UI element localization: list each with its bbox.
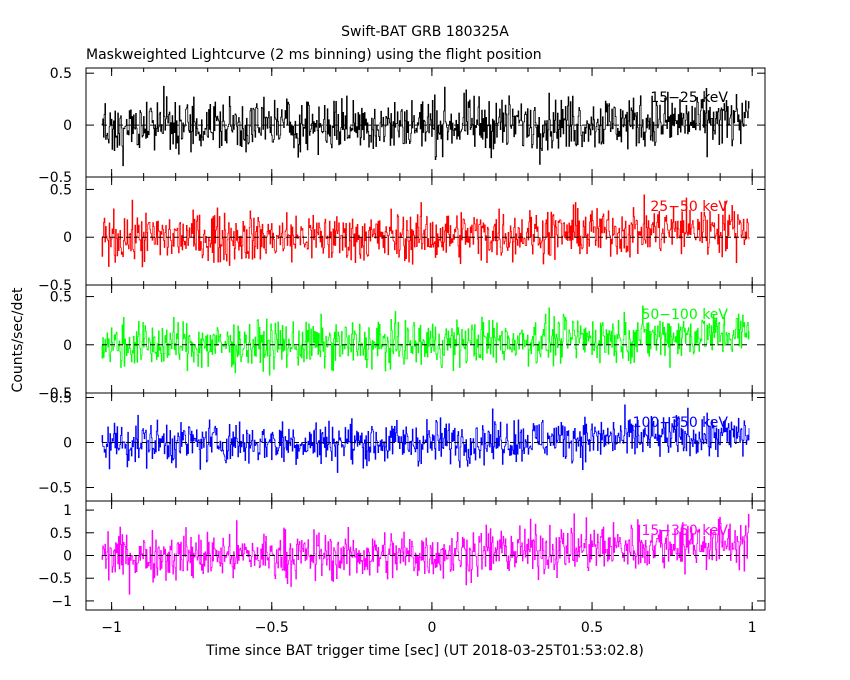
y-tick-label: 0.5: [50, 182, 72, 198]
y-tick-label: −0.5: [38, 170, 72, 186]
x-tick-label: −0.5: [255, 620, 289, 636]
x-tick-label: −1: [101, 620, 122, 636]
band-label: 100−350 keV: [633, 415, 729, 431]
series-line: [101, 85, 750, 167]
x-axis-ticks: −1 −0.5 0 0.5 1: [101, 620, 756, 636]
panel-5: −1 −0.5 0 0.5 1 15−350 keV: [38, 500, 766, 611]
y-tick-label: 0.5: [50, 290, 72, 306]
y-tick-label: 0: [63, 338, 72, 354]
y-tick-label: 1: [63, 503, 72, 519]
panel-3: −0.5 0 0.5 50−100 keV: [38, 284, 766, 402]
band-label: 25−50 keV: [650, 199, 728, 215]
series-line: [101, 513, 750, 595]
band-label: 15−350 keV: [641, 523, 728, 539]
x-tick-label: 0.5: [581, 620, 603, 636]
chart-subtitle: Maskweighted Lightcurve (2 ms binning) u…: [86, 47, 542, 63]
y-tick-label: 0.5: [50, 526, 72, 542]
chart-title: Swift-BAT GRB 180325A: [341, 24, 509, 40]
y-tick-label: −0.5: [38, 481, 72, 497]
y-tick-label: 0.5: [50, 66, 72, 82]
panels-group: −0.5 0 0.5 15−25 keV −0.5 0 0.5 25−50 keV −0.5 0 0…: [38, 66, 766, 611]
y-tick-label: 0: [63, 549, 72, 565]
y-tick-label: 0: [63, 230, 72, 246]
series-line: [101, 404, 750, 473]
y-tick-label: −0.5: [38, 571, 72, 587]
band-label: 50−100 keV: [641, 307, 728, 323]
x-axis-label: Time since BAT trigger time [sec] (UT 20…: [205, 643, 644, 659]
y-tick-label: −0.5: [38, 278, 72, 294]
y-axis-label: Counts/sec/det: [10, 287, 26, 392]
panel-2: −0.5 0 0.5 25−50 keV: [38, 176, 766, 294]
series-line: [101, 194, 750, 268]
band-label: 15−25 keV: [650, 90, 728, 106]
y-tick-label: 0.5: [50, 391, 72, 407]
x-tick-label: 1: [748, 620, 757, 636]
panel-frame: [85, 284, 766, 394]
y-tick-label: 0: [63, 118, 72, 134]
y-tick-label: −1: [51, 594, 72, 610]
panel-1: −0.5 0 0.5 15−25 keV: [38, 66, 766, 186]
panel-4: −0.5 0 0.5 100−350 keV: [38, 391, 766, 502]
x-tick-label: 0: [427, 620, 436, 636]
y-tick-label: −0.5: [38, 386, 72, 402]
y-tick-label: 0: [63, 436, 72, 452]
